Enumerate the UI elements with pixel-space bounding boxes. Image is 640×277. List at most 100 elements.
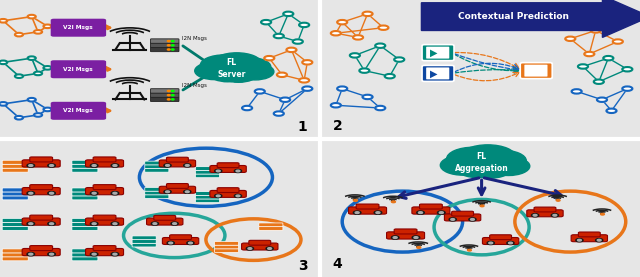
Circle shape [228, 58, 271, 76]
Circle shape [417, 211, 424, 214]
FancyBboxPatch shape [145, 165, 169, 168]
FancyBboxPatch shape [93, 185, 116, 190]
Circle shape [577, 239, 581, 241]
Circle shape [417, 246, 420, 247]
Circle shape [172, 40, 174, 42]
FancyBboxPatch shape [571, 235, 607, 242]
Circle shape [468, 249, 470, 250]
FancyBboxPatch shape [214, 245, 239, 249]
Circle shape [48, 164, 56, 167]
Circle shape [49, 253, 54, 255]
Circle shape [350, 53, 360, 58]
FancyBboxPatch shape [387, 232, 424, 239]
Circle shape [15, 116, 23, 120]
FancyBboxPatch shape [2, 196, 28, 200]
Circle shape [439, 212, 444, 214]
Circle shape [111, 253, 119, 256]
Circle shape [29, 192, 33, 194]
Circle shape [414, 237, 418, 238]
Circle shape [184, 164, 191, 167]
Circle shape [359, 68, 369, 73]
FancyBboxPatch shape [217, 188, 239, 193]
FancyBboxPatch shape [150, 89, 179, 93]
Circle shape [214, 194, 222, 198]
Circle shape [487, 157, 530, 176]
FancyBboxPatch shape [2, 226, 28, 230]
Circle shape [392, 200, 394, 201]
Circle shape [111, 192, 119, 195]
Circle shape [172, 49, 174, 50]
Circle shape [49, 192, 54, 194]
Circle shape [417, 247, 420, 248]
Circle shape [622, 67, 632, 71]
Circle shape [0, 19, 7, 22]
Text: 4: 4 [333, 257, 342, 271]
Circle shape [470, 219, 474, 220]
Circle shape [353, 35, 363, 40]
Circle shape [220, 66, 257, 82]
FancyBboxPatch shape [259, 227, 283, 230]
FancyBboxPatch shape [72, 219, 98, 222]
Circle shape [0, 60, 7, 64]
FancyBboxPatch shape [2, 249, 28, 253]
Circle shape [576, 239, 583, 242]
FancyBboxPatch shape [2, 253, 28, 257]
Circle shape [111, 222, 119, 225]
FancyBboxPatch shape [86, 188, 124, 195]
Circle shape [90, 192, 98, 195]
Circle shape [393, 237, 397, 238]
Circle shape [578, 64, 588, 69]
FancyBboxPatch shape [2, 160, 28, 164]
Circle shape [556, 199, 559, 200]
FancyBboxPatch shape [249, 240, 271, 245]
Circle shape [331, 31, 341, 35]
FancyBboxPatch shape [150, 93, 179, 97]
FancyBboxPatch shape [452, 211, 474, 216]
FancyBboxPatch shape [51, 60, 106, 78]
FancyBboxPatch shape [72, 257, 98, 261]
Circle shape [353, 199, 357, 201]
FancyBboxPatch shape [150, 47, 179, 52]
FancyBboxPatch shape [2, 222, 28, 226]
Circle shape [468, 160, 511, 178]
Circle shape [113, 253, 117, 255]
FancyBboxPatch shape [444, 214, 481, 221]
Circle shape [28, 98, 36, 101]
FancyBboxPatch shape [490, 235, 511, 240]
Circle shape [531, 214, 539, 217]
Circle shape [299, 23, 309, 27]
Circle shape [337, 20, 348, 24]
FancyBboxPatch shape [2, 188, 28, 192]
Circle shape [172, 94, 174, 96]
FancyBboxPatch shape [356, 204, 379, 209]
FancyBboxPatch shape [166, 157, 188, 162]
FancyBboxPatch shape [159, 160, 196, 167]
Circle shape [600, 213, 604, 214]
FancyBboxPatch shape [93, 246, 116, 251]
FancyBboxPatch shape [163, 237, 199, 245]
Circle shape [29, 165, 33, 166]
Circle shape [392, 201, 396, 203]
FancyBboxPatch shape [217, 163, 239, 168]
Circle shape [412, 236, 420, 239]
Text: ▶: ▶ [430, 68, 438, 78]
Circle shape [489, 242, 493, 244]
FancyBboxPatch shape [419, 204, 442, 209]
FancyBboxPatch shape [51, 19, 106, 37]
FancyBboxPatch shape [210, 165, 246, 173]
Circle shape [168, 99, 170, 100]
Circle shape [268, 248, 271, 249]
FancyBboxPatch shape [22, 188, 60, 195]
Text: 3: 3 [298, 259, 307, 273]
FancyBboxPatch shape [86, 248, 124, 256]
Text: V2I Msgs: V2I Msgs [63, 25, 93, 30]
FancyBboxPatch shape [72, 196, 98, 200]
Circle shape [596, 239, 603, 242]
FancyBboxPatch shape [30, 215, 52, 220]
Circle shape [92, 165, 96, 166]
Circle shape [337, 86, 348, 91]
Circle shape [90, 164, 98, 167]
Circle shape [591, 28, 601, 33]
Circle shape [44, 107, 52, 111]
FancyBboxPatch shape [426, 47, 449, 59]
